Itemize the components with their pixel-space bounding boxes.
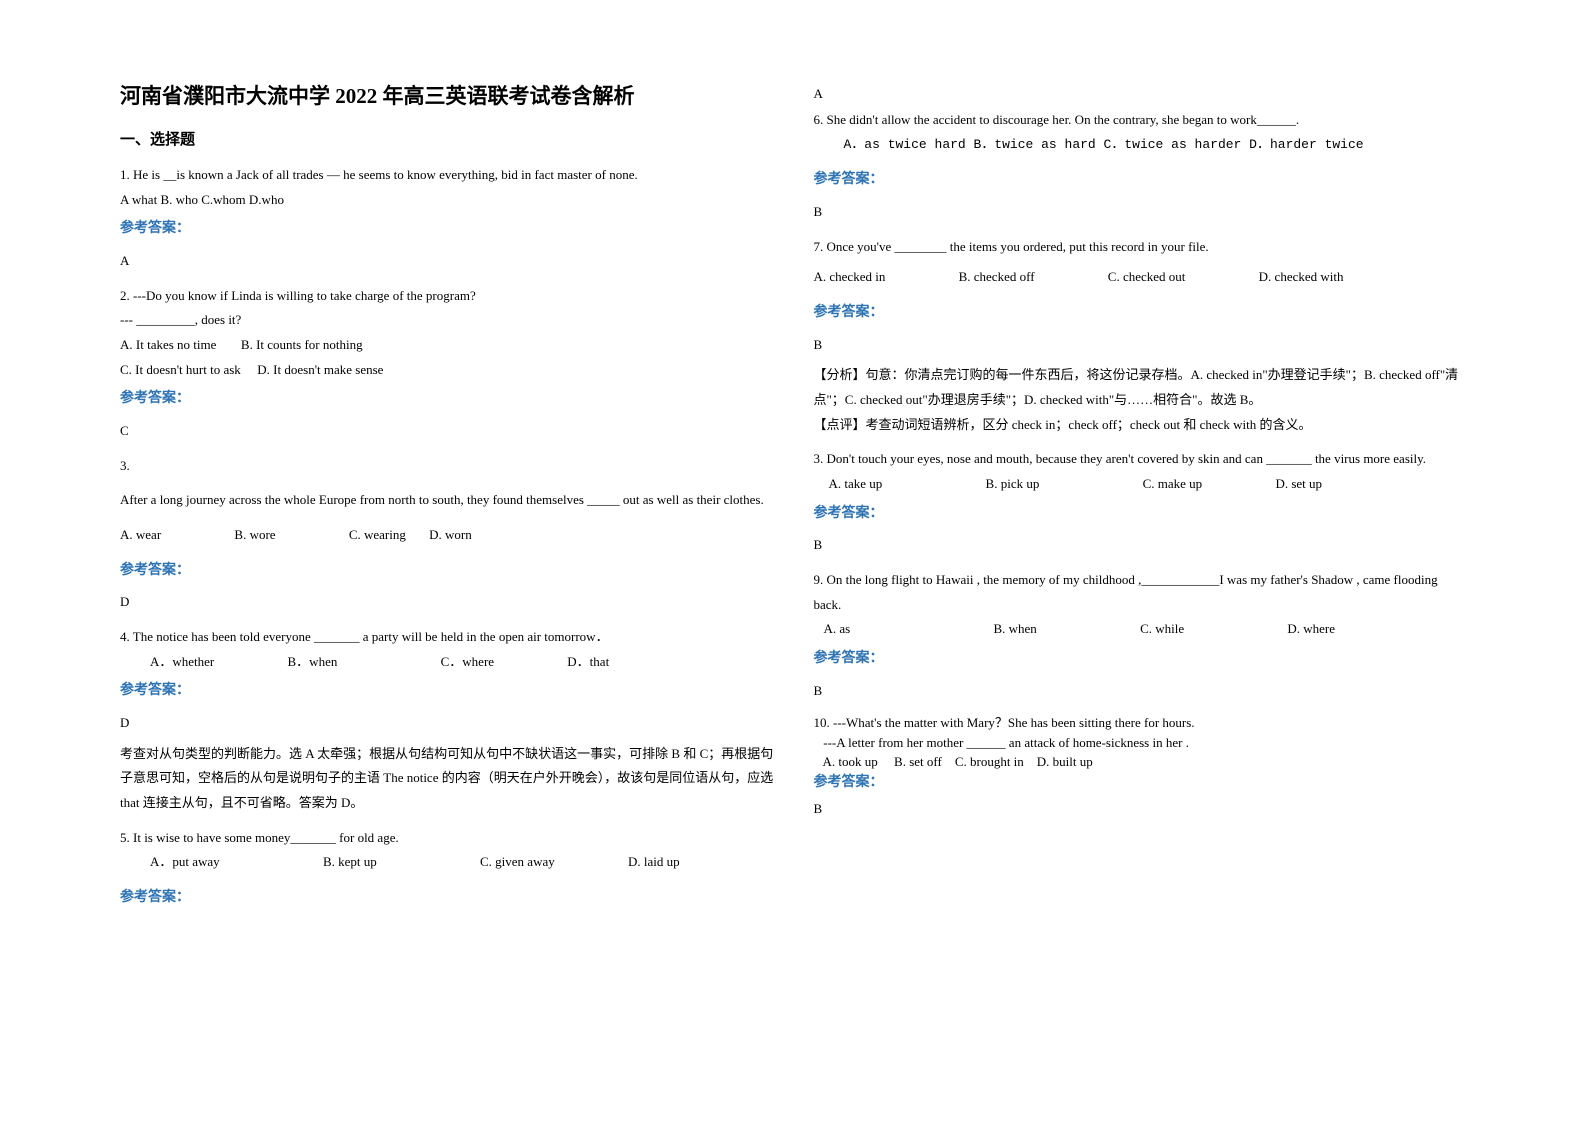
q9-answer: B [814, 679, 1468, 704]
q8-answer: B [814, 533, 1468, 558]
right-column: A 6. She didn't allow the accident to di… [794, 80, 1488, 1082]
q9-options: A. as B. when C. while D. where [814, 617, 1468, 642]
answer-label: 参考答案： [120, 386, 774, 413]
answer-label: 参考答案： [814, 646, 1468, 673]
q7-options: A. checked in B. checked off C. checked … [814, 265, 1468, 290]
q2-optD: D. It doesn't make sense [257, 358, 383, 383]
left-column: 河南省濮阳市大流中学 2022 年高三英语联考试卷含解析 一、选择题 1. He… [100, 80, 794, 1082]
q3-text: After a long journey across the whole Eu… [120, 488, 774, 513]
answer-label: 参考答案： [814, 501, 1468, 528]
q4-optD: D．that [567, 650, 609, 675]
q3-optD: D. worn [429, 523, 472, 548]
q5-optD: D. laid up [628, 850, 680, 875]
answer-label: 参考答案： [120, 558, 774, 585]
answer-label: 参考答案： [814, 167, 1468, 194]
q1-text: 1. He is __is known a Jack of all trades… [120, 163, 774, 188]
question-6: 6. She didn't allow the accident to disc… [814, 108, 1468, 225]
answer-label: 参考答案： [120, 678, 774, 705]
q9-optA: A. as [824, 617, 851, 642]
q2-optA: A. It takes no time [120, 333, 216, 358]
q2-optB: B. It counts for nothing [241, 333, 363, 358]
q4-optA: A．whether [150, 650, 214, 675]
q7-exp2: 【点评】考查动词短语辨析，区分 check in；check off；check… [814, 413, 1468, 438]
question-5: 5. It is wise to have some money_______ … [120, 826, 774, 912]
q1-options: A what B. who C.whom D.who [120, 188, 774, 213]
answer-label: 参考答案： [814, 300, 1468, 327]
q4-options: A．whether B．when C．where D．that [120, 650, 774, 675]
q3-num: 3. [120, 454, 774, 479]
answer-label: 参考答案： [120, 216, 774, 243]
q10-line2: ---A letter from her mother ______ an at… [814, 733, 1468, 753]
q4-optB: B．when [288, 650, 338, 675]
question-10: 10. ---What's the matter with Mary？She h… [814, 713, 1468, 818]
q3-optB: B. wore [234, 523, 275, 548]
q9-optD: D. where [1287, 617, 1335, 642]
q7-optA: A. checked in [814, 265, 886, 290]
q10-line1: 10. ---What's the matter with Mary？She h… [814, 713, 1468, 733]
q2-optC: C. It doesn't hurt to ask [120, 358, 241, 383]
q7-optB: B. checked off [959, 265, 1035, 290]
q8-options: A. take up B. pick up C. make up D. set … [814, 472, 1468, 497]
q9-text: 9. On the long flight to Hawaii , the me… [814, 568, 1468, 617]
q2-opts-row1: A. It takes no time B. It counts for not… [120, 333, 774, 358]
q7-text: 7. Once you've ________ the items you or… [814, 235, 1468, 260]
q5-text: 5. It is wise to have some money_______ … [120, 826, 774, 851]
q4-text: 4. The notice has been told everyone ___… [120, 625, 774, 650]
q10-options: A. took up B. set off C. brought in D. b… [814, 752, 1468, 772]
q2-line2: --- _________, does it? [120, 308, 774, 333]
q8-text: 3. Don't touch your eyes, nose and mouth… [814, 447, 1468, 472]
q1-answer: A [120, 249, 774, 274]
q6-text: 6. She didn't allow the accident to disc… [814, 108, 1468, 133]
question-2: 2. ---Do you know if Linda is willing to… [120, 284, 774, 444]
q2-line1: 2. ---Do you know if Linda is willing to… [120, 284, 774, 309]
section-header: 一、选择题 [120, 128, 774, 149]
q9-optB: B. when [993, 617, 1036, 642]
q7-exp1: 【分析】句意：你清点完订购的每一件东西后，将这份记录存档。A. checked … [814, 363, 1468, 412]
question-8: 3. Don't touch your eyes, nose and mouth… [814, 447, 1468, 558]
q6-answer: B [814, 200, 1468, 225]
q7-optD: D. checked with [1259, 265, 1344, 290]
q5-options: A．put away B. kept up C. given away D. l… [120, 850, 774, 875]
q7-answer: B [814, 333, 1468, 358]
question-7: 7. Once you've ________ the items you or… [814, 235, 1468, 438]
question-1: 1. He is __is known a Jack of all trades… [120, 163, 774, 274]
q7-optC: C. checked out [1108, 265, 1186, 290]
q8-optD: D. set up [1275, 472, 1322, 497]
q3-optA: A. wear [120, 523, 161, 548]
q5-answer: A [814, 86, 1468, 102]
q6-options: A．as twice hard B．twice as hard C．twice … [814, 133, 1468, 158]
q5-optB: B. kept up [323, 850, 377, 875]
q3-optC: C. wearing [349, 523, 406, 548]
q3-options: A. wear B. wore C. wearing D. worn [120, 523, 774, 548]
q5-optA: A．put away [150, 850, 220, 875]
question-4: 4. The notice has been told everyone ___… [120, 625, 774, 816]
q10-answer: B [814, 799, 1468, 819]
q2-opts-row2: C. It doesn't hurt to ask D. It doesn't … [120, 358, 774, 383]
question-3: 3. After a long journey across the whole… [120, 454, 774, 615]
q2-answer: C [120, 419, 774, 444]
q8-optC: C. make up [1143, 472, 1203, 497]
q4-explanation: 考查对从句类型的判断能力。选 A 太牵强；根据从句结构可知从句中不缺状语这一事实… [120, 742, 774, 816]
doc-title: 河南省濮阳市大流中学 2022 年高三英语联考试卷含解析 [120, 80, 774, 110]
q9-optC: C. while [1140, 617, 1184, 642]
q3-answer: D [120, 590, 774, 615]
answer-label: 参考答案： [814, 772, 1468, 793]
answer-label: 参考答案： [120, 885, 774, 912]
q5-optC: C. given away [480, 850, 555, 875]
q4-optC: C．where [441, 650, 494, 675]
q8-optA: A. take up [829, 472, 883, 497]
q8-optB: B. pick up [986, 472, 1040, 497]
q4-answer: D [120, 711, 774, 736]
question-9: 9. On the long flight to Hawaii , the me… [814, 568, 1468, 703]
